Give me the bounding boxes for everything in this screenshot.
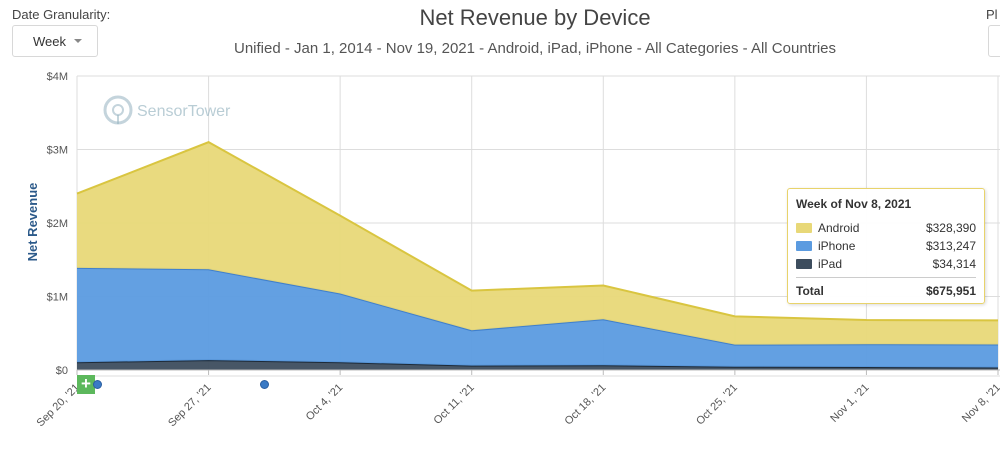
chart-subtitle: Unified - Jan 1, 2014 - Nov 19, 2021 - A… xyxy=(234,40,836,57)
area-android[interactable] xyxy=(77,142,998,345)
date-granularity-label: Date Granularity: xyxy=(12,7,111,22)
tooltip-series-value: $34,314 xyxy=(932,257,976,271)
y-tick-label: $1M xyxy=(47,292,68,304)
line-ipad xyxy=(76,359,999,369)
x-tick-label: Sep 27, '21 xyxy=(166,382,214,430)
tooltip-series-name: iPhone xyxy=(818,239,856,253)
x-tick-label: Oct 11, '21 xyxy=(432,382,477,427)
y-tick-label: $2M xyxy=(47,218,68,230)
tooltip-total-row: Total $675,951 xyxy=(796,277,976,300)
tooltip-title: Week of Nov 8, 2021 xyxy=(796,197,912,211)
tooltip-row-iphone: iPhone $313,247 xyxy=(796,237,976,255)
y-tick-label: $3M xyxy=(47,145,68,157)
tooltip-row-android: Android $328,390 xyxy=(796,219,976,237)
sensortower-logo: SensorTower xyxy=(103,95,231,125)
watermark-text: SensorTower xyxy=(137,103,231,120)
tooltip-series-name: iPad xyxy=(818,257,843,271)
x-tick-label: Nov 1, '21 xyxy=(828,382,871,425)
x-tick-label: Nov 8, '21 xyxy=(960,382,1000,425)
add-annotation-button[interactable]: + xyxy=(77,375,95,394)
hover-tooltip: Week of Nov 8, 2021 Android $328,390 iPhon… xyxy=(787,188,985,304)
chart-title: Net Revenue by Device xyxy=(419,5,651,30)
tooltip-total-value: $675,951 xyxy=(925,284,976,298)
legend-swatch-icon xyxy=(796,241,812,251)
annotation-marker-icon[interactable] xyxy=(260,380,269,389)
legend-swatch-icon xyxy=(796,223,812,233)
platform-label: Pl xyxy=(986,7,998,22)
y-axis-label: Net Revenue xyxy=(25,183,40,262)
tooltip-total-label: Total xyxy=(796,284,824,298)
x-tick-label: Oct 25, '21 xyxy=(694,382,740,428)
y-tick-label: $4M xyxy=(47,71,68,83)
tooltip-series-value: $328,390 xyxy=(925,221,976,235)
annotation-marker-icon[interactable] xyxy=(93,380,102,389)
tooltip-series-name: Android xyxy=(818,221,860,235)
y-tick-label: $0 xyxy=(56,365,68,377)
legend-swatch-icon xyxy=(796,259,812,269)
x-tick-label: Oct 4, '21 xyxy=(304,382,346,424)
chevron-down-icon xyxy=(74,39,82,43)
tooltip-series-value: $313,247 xyxy=(925,239,976,253)
x-tick-label: Sep 20, '21 xyxy=(35,382,83,430)
line-android xyxy=(76,141,999,322)
platform-select[interactable] xyxy=(988,25,1000,57)
x-tick-label: Oct 18, '21 xyxy=(563,382,609,428)
date-granularity-select[interactable]: Week xyxy=(12,25,98,57)
date-granularity-value: Week xyxy=(33,33,66,49)
tooltip-row-ipad: iPad $34,314 xyxy=(796,255,976,273)
area-iphone[interactable] xyxy=(77,267,998,368)
